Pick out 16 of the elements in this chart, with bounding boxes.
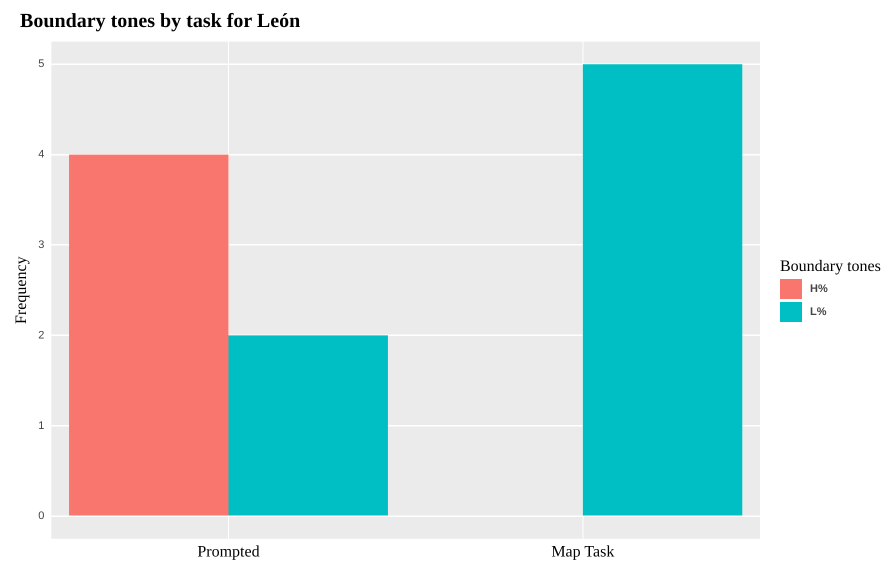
y-tick-label: 5 — [38, 58, 44, 70]
bar — [228, 335, 388, 516]
y-tick-label: 0 — [38, 510, 44, 522]
y-axis-title: Frequency — [12, 256, 30, 324]
x-tick-label: Map Task — [551, 544, 614, 561]
y-tick-label: 1 — [38, 420, 44, 432]
y-tick-label: 4 — [38, 148, 44, 161]
chart-title: Boundary tones by task for León — [20, 10, 300, 33]
y-tick-label: 2 — [38, 329, 44, 342]
x-tick-label: Prompted — [197, 544, 260, 561]
legend-label: H% — [810, 283, 828, 295]
bar — [69, 154, 228, 516]
legend-title: Boundary tones — [780, 258, 881, 276]
y-tick-label: 3 — [38, 239, 44, 252]
bar — [582, 64, 742, 516]
legend-label: L% — [810, 306, 826, 318]
